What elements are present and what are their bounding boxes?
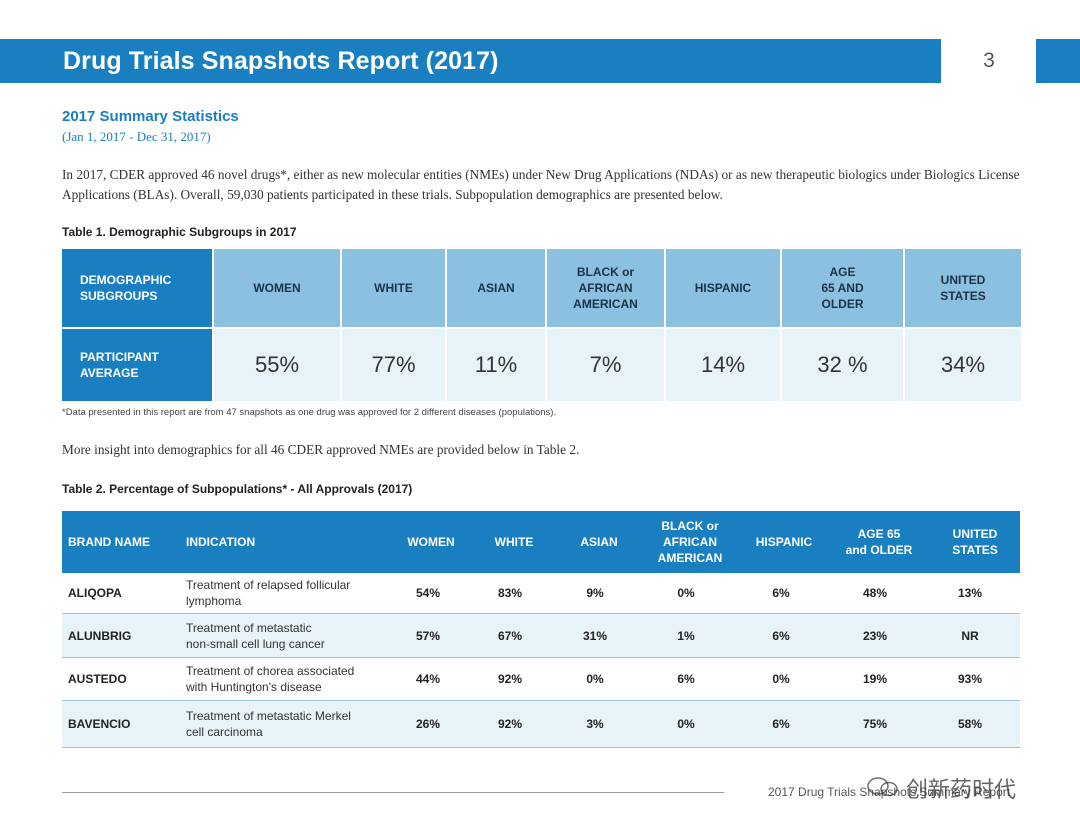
table2-header-cell: INDICATION [186,535,256,549]
percentage-cell: 6% [677,672,695,686]
table2-header-cell: WOMEN [407,535,455,549]
table1-header-cell: WHITE [342,249,445,327]
percentage-cell: 92% [497,672,523,686]
table-row: AUSTEDO Treatment of chorea associated wi… [62,658,1020,701]
indication-cell: Treatment of metastatic Merkel cell carc… [186,709,351,739]
indication-cell: Treatment of relapsed follicular lymphom… [186,578,351,608]
footer-text: 2017 Drug Trials Snapshots Summary Repor… [768,785,1011,799]
percentage-cell: 13% [957,586,983,600]
percentage-cell: 6% [772,717,790,731]
percentage-cell: 57% [415,628,441,643]
table1-header-cell: ASIAN [447,249,545,327]
table1-footnote: *Data presented in this report are from … [62,407,557,418]
table2-header-cell: UNITED STATES [952,527,998,557]
table-row: BAVENCIO Treatment of metastatic Merkel c… [62,701,1020,748]
percentage-cell: 9% [586,586,604,600]
table2-header-cell: HISPANIC [755,535,813,549]
percentage-cell: 48% [862,586,888,600]
percentage-cell: 26% [415,717,441,731]
title-banner: Drug Trials Snapshots Report (2017) [0,39,941,83]
percentage-cell: 58% [957,717,983,731]
demographic-table: DEMOGRAPHIC SUBGROUPS PARTICIPANT AVERAG… [62,249,1021,401]
page-number: 3 [983,49,995,72]
percentage-cell: 6% [772,586,790,600]
table1-value-cell: 55% [214,329,340,401]
brand-name-cell: AUSTEDO [68,672,127,686]
table1-header-cell: WOMEN [214,249,340,327]
indication-cell: Treatment of metastatic non-small cell l… [186,620,325,651]
table1-value-cell: 7% [547,329,664,401]
percentage-cell: 0% [677,717,695,731]
brand-name-cell: BAVENCIO [68,717,131,731]
table1-value-cell: 14% [666,329,780,401]
percentage-cell: 93% [957,672,983,686]
table1-value-cell: 32 % [782,329,903,401]
table1-corner-header: DEMOGRAPHIC SUBGROUPS [62,249,212,327]
table2-header-cell: ASIAN [580,535,618,549]
percentage-cell: 75% [862,717,888,731]
table2-header-cell: BRAND NAME [68,535,150,549]
table-row: ALIQOPA Treatment of relapsed follicular … [62,573,1020,614]
table2-header-cell: BLACK or AFRICAN AMERICAN [657,519,723,565]
percentage-cell: 3% [586,717,604,731]
percentage-cell: 0% [772,672,790,686]
table1-value-cell: 11% [447,329,545,401]
table2-header-cell: WHITE [494,535,534,549]
table1-header-cell: HISPANIC [666,249,780,327]
more-insight-text: More insight into demographics for all 4… [62,442,580,457]
table-row: ALUNBRIG Treatment of metastatic non-smal… [62,614,1020,658]
table2-header-row: BRAND NAME INDICATION WOMEN WHITE ASIAN BLACK… [62,511,1020,573]
banner-accent [1036,39,1080,83]
table1-value-cell: 34% [905,329,1021,401]
summary-title: 2017 Summary Statistics [62,108,239,125]
percentage-cell: 83% [497,586,523,600]
summary-date-range: (Jan 1, 2017 - Dec 31, 2017) [62,129,211,144]
brand-name-cell: ALIQOPA [68,586,122,600]
table1-caption: Table 1. Demographic Subgroups in 2017 [62,225,297,239]
indication-cell: Treatment of chorea associated with Hunt… [186,664,355,694]
brand-name-cell: ALUNBRIG [68,628,132,643]
percentage-cell: 67% [497,628,523,643]
table2-header-cell: AGE 65 and OLDER [845,527,913,557]
percentage-cell: 19% [862,672,888,686]
table1-value-cell: 77% [342,329,445,401]
intro-paragraph: In 2017, CDER approved 46 novel drugs*, … [62,167,1020,202]
wechat-icon [867,777,898,797]
table1-header-cell: UNITED STATES [905,249,1021,327]
table1-header-cell: BLACK or AFRICAN AMERICAN [547,249,664,327]
percentage-cell: 44% [415,672,441,686]
report-title: Drug Trials Snapshots Report (2017) [63,47,499,75]
percentage-cell: 92% [497,717,523,731]
table1-row-header: PARTICIPANT AVERAGE [62,329,212,401]
percentage-cell: 6% [772,628,790,643]
table1-header-cell: AGE 65 AND OLDER [782,249,903,327]
percentage-cell: 23% [862,628,888,643]
percentage-cell: 54% [415,586,441,600]
percentage-cell: 0% [586,672,604,686]
watermark-text: 创新药时代 [906,777,1017,802]
footer-divider [62,792,724,793]
percentage-cell: NR [961,628,979,643]
percentage-cell: 1% [677,628,695,643]
percentage-cell: 0% [677,586,695,600]
percentage-cell: 31% [582,628,608,643]
table2-caption: Table 2. Percentage of Subpopulations* -… [62,482,413,496]
